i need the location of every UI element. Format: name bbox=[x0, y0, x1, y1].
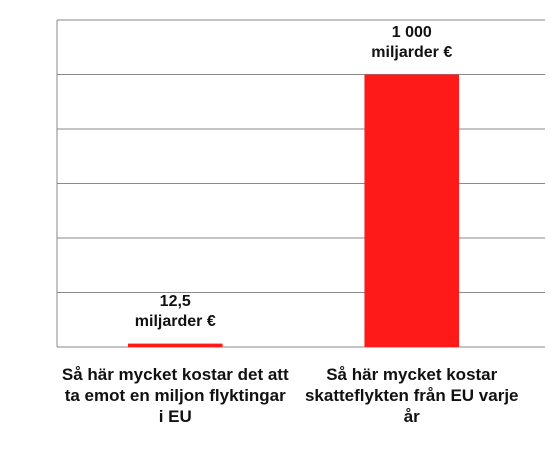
x-tick-label: Så här mycket kostar skatteflykten från … bbox=[304, 365, 519, 426]
value-label: 12,5 miljarder € bbox=[134, 292, 216, 330]
value-label: 1 000 miljarder € bbox=[371, 23, 453, 61]
x-tick-label: Så här mycket kostar det att ta emot en … bbox=[61, 365, 289, 426]
bar bbox=[127, 343, 223, 347]
bar bbox=[364, 74, 460, 347]
